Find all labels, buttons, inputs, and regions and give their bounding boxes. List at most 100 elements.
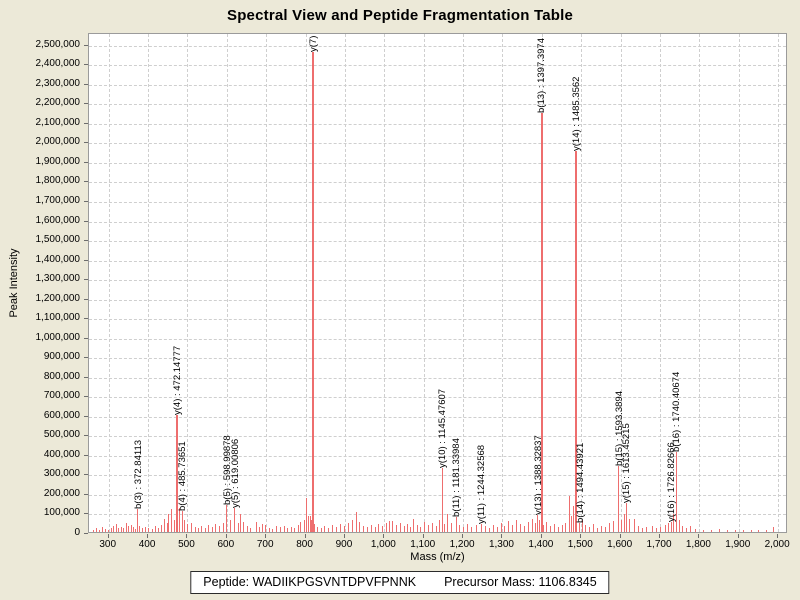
peak-line [303, 520, 305, 532]
y-tick-label: 1,000,000 [35, 331, 81, 343]
x-tick-mark [343, 534, 345, 538]
horizontal-gridline [89, 358, 786, 360]
peak-line [656, 527, 658, 532]
peak-line [240, 514, 242, 532]
peak-line [549, 526, 551, 532]
peak-line [667, 523, 669, 532]
peak-line [427, 525, 429, 532]
peak-line [612, 521, 614, 532]
y-tick-mark [84, 279, 88, 281]
horizontal-gridline [89, 84, 786, 86]
peak-line [642, 528, 644, 532]
peak-line [198, 528, 200, 532]
vertical-gridline [581, 34, 583, 532]
peak-line [190, 523, 192, 532]
vertical-gridline [305, 34, 307, 532]
x-tick-mark [304, 534, 306, 538]
horizontal-gridline [89, 397, 786, 399]
peak-line [148, 527, 150, 532]
peak-line [564, 523, 566, 532]
peak-line [145, 526, 147, 532]
y-tick-label: 2,200,000 [35, 97, 81, 109]
y-tick-label: 1,200,000 [35, 292, 81, 304]
peak-line [324, 526, 326, 532]
peak-line [242, 522, 244, 532]
peak-line [646, 527, 648, 532]
peak-line [392, 520, 394, 532]
horizontal-gridline [89, 319, 786, 321]
x-tick-mark [383, 534, 385, 538]
y-tick-mark [84, 142, 88, 144]
y-tick-label: 1,400,000 [35, 253, 81, 265]
peak-line [396, 525, 398, 532]
x-tick-mark [462, 534, 464, 538]
peak-line [734, 529, 736, 532]
peak-line [366, 527, 368, 532]
peak-line [222, 523, 224, 532]
peak-line [163, 518, 165, 532]
peak-line [300, 522, 302, 532]
peak-line [608, 523, 610, 532]
peak-line [444, 524, 446, 532]
horizontal-gridline [89, 45, 786, 47]
peak-line [378, 524, 380, 532]
peak-line [125, 522, 127, 532]
fragment-peak-line [137, 508, 139, 532]
y-tick-label: 800,000 [43, 370, 80, 382]
peak-line [328, 527, 330, 532]
vertical-gridline [660, 34, 661, 532]
peak-line [623, 514, 625, 532]
y-tick-label: 200,000 [43, 487, 80, 499]
peak-line [359, 522, 361, 532]
peak-line [208, 525, 210, 532]
peak-line [678, 520, 680, 532]
peak-line [255, 522, 257, 532]
peak-line [276, 526, 278, 532]
peptide-sequence-text: Peptide: WADIIKPGSVNTDPVFPNNK [203, 575, 417, 589]
peak-line [597, 528, 598, 532]
fragment-peak-label: y(5) : 619.00806 [229, 438, 241, 508]
y-tick-label: 900,000 [43, 351, 80, 363]
peak-line [766, 530, 768, 532]
fragment-peak-line [625, 502, 627, 532]
peak-line [157, 528, 159, 532]
fragment-peak-label: y(14) : 1485.3562 [570, 76, 582, 152]
peak-line [463, 526, 465, 532]
plot-area[interactable]: b(3) : 372.84113 y(4) : 472.14777 b(4) : 4… [88, 33, 787, 533]
y-tick-label: 2,100,000 [35, 116, 81, 128]
fragment-peak-line [579, 523, 581, 532]
y-tick-mark [84, 357, 88, 359]
fragment-peak-label: b(4) : 485.73651 [177, 440, 189, 511]
peak-line [122, 528, 124, 532]
peak-line [543, 525, 545, 532]
fragment-peak-label: y(7) : [307, 33, 319, 52]
y-tick-mark [84, 44, 88, 46]
peak-line [362, 526, 364, 532]
y-tick-mark [84, 240, 88, 242]
peak-line [309, 515, 311, 532]
x-tick-label: 1,100 [410, 539, 436, 550]
peak-line [262, 523, 264, 532]
peak-line [279, 527, 281, 532]
fragment-peak-line [455, 517, 457, 532]
y-axis-title: Peak Intensity [8, 248, 20, 318]
peak-line [166, 523, 168, 532]
fragment-peak-line [670, 522, 672, 532]
horizontal-gridline [89, 280, 786, 282]
y-tick-label: 700,000 [43, 390, 80, 402]
y-tick-label: 100,000 [43, 507, 80, 519]
peak-line [690, 525, 692, 532]
peak-line [484, 526, 486, 532]
peak-line [475, 525, 477, 532]
peak-line [488, 527, 490, 532]
x-tick-label: 800 [296, 539, 313, 550]
peak-line [633, 518, 635, 532]
peak-line [520, 524, 522, 532]
peak-line [561, 525, 563, 532]
peak-line [492, 525, 494, 532]
peak-line [439, 520, 441, 532]
x-tick-label: 1,900 [725, 539, 751, 550]
y-tick-mark [84, 103, 88, 105]
peak-line [459, 525, 461, 532]
